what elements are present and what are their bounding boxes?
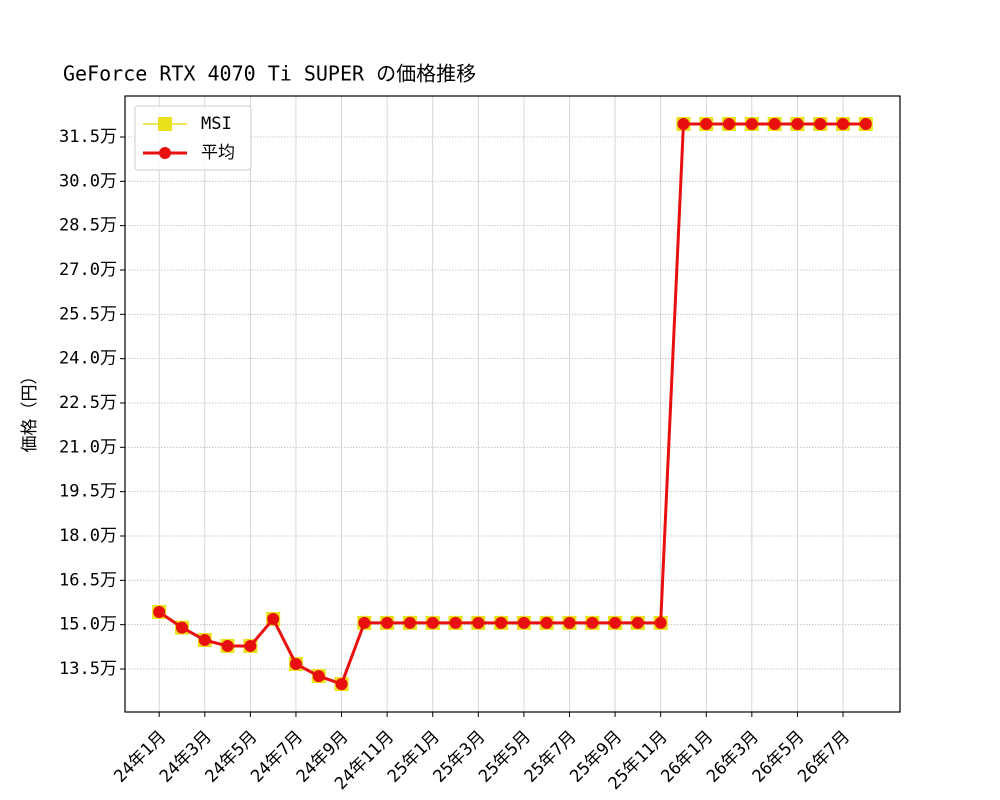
point-marker <box>175 621 188 634</box>
y-axis-label: 価格（円） <box>20 368 40 453</box>
point-marker <box>859 117 872 130</box>
point-marker <box>312 670 325 683</box>
point-marker <box>540 616 553 629</box>
point-marker <box>700 117 713 130</box>
point-marker <box>677 117 690 130</box>
legend-label: MSI <box>201 114 232 134</box>
point-marker <box>837 117 850 130</box>
point-marker <box>267 613 280 626</box>
series-line <box>158 122 866 686</box>
point-marker <box>358 616 371 629</box>
point-marker <box>426 616 439 629</box>
y-tick-label: 18.0万 <box>59 526 117 546</box>
point-marker <box>745 117 758 130</box>
y-tick-label: 31.5万 <box>59 127 117 147</box>
y-tick-label: 19.5万 <box>59 482 117 502</box>
point-marker <box>563 616 576 629</box>
point-marker <box>449 616 462 629</box>
point-marker <box>153 605 166 618</box>
legend-marker <box>159 147 171 159</box>
point-marker <box>631 616 644 629</box>
point-marker <box>289 657 302 670</box>
point-marker <box>403 616 416 629</box>
point-marker <box>586 616 599 629</box>
point-marker <box>495 616 508 629</box>
legend-marker <box>158 117 172 131</box>
legend: MSI 平均 <box>134 105 252 171</box>
series-line <box>158 123 866 686</box>
point-marker <box>791 117 804 130</box>
point-marker <box>814 117 827 130</box>
point-marker <box>221 639 234 652</box>
point-marker <box>609 616 622 629</box>
legend-label: 平均 <box>201 143 235 163</box>
y-tick-label: 30.0万 <box>59 171 117 191</box>
y-tick-label: 22.5万 <box>59 393 117 413</box>
y-tick-label: 13.5万 <box>59 659 117 679</box>
point-marker <box>381 616 394 629</box>
y-tick-label: 15.0万 <box>59 615 117 635</box>
y-tick-label: 27.0万 <box>59 260 117 280</box>
y-tick-label: 28.5万 <box>59 216 117 236</box>
point-marker <box>198 634 211 647</box>
y-tick-label: 25.5万 <box>59 304 117 324</box>
plot-frame <box>124 95 901 713</box>
point-marker <box>517 616 530 629</box>
point-marker <box>723 117 736 130</box>
point-marker <box>768 117 781 130</box>
y-tick-label: 21.0万 <box>59 437 117 457</box>
point-marker <box>472 616 485 629</box>
chart-title: GeForce RTX 4070 Ti SUPER の価格推移 <box>63 62 476 86</box>
point-marker <box>244 639 257 652</box>
point-marker <box>654 616 667 629</box>
point-marker <box>335 678 348 691</box>
y-tick-label: 16.5万 <box>59 570 117 590</box>
y-tick-label: 24.0万 <box>59 349 117 369</box>
